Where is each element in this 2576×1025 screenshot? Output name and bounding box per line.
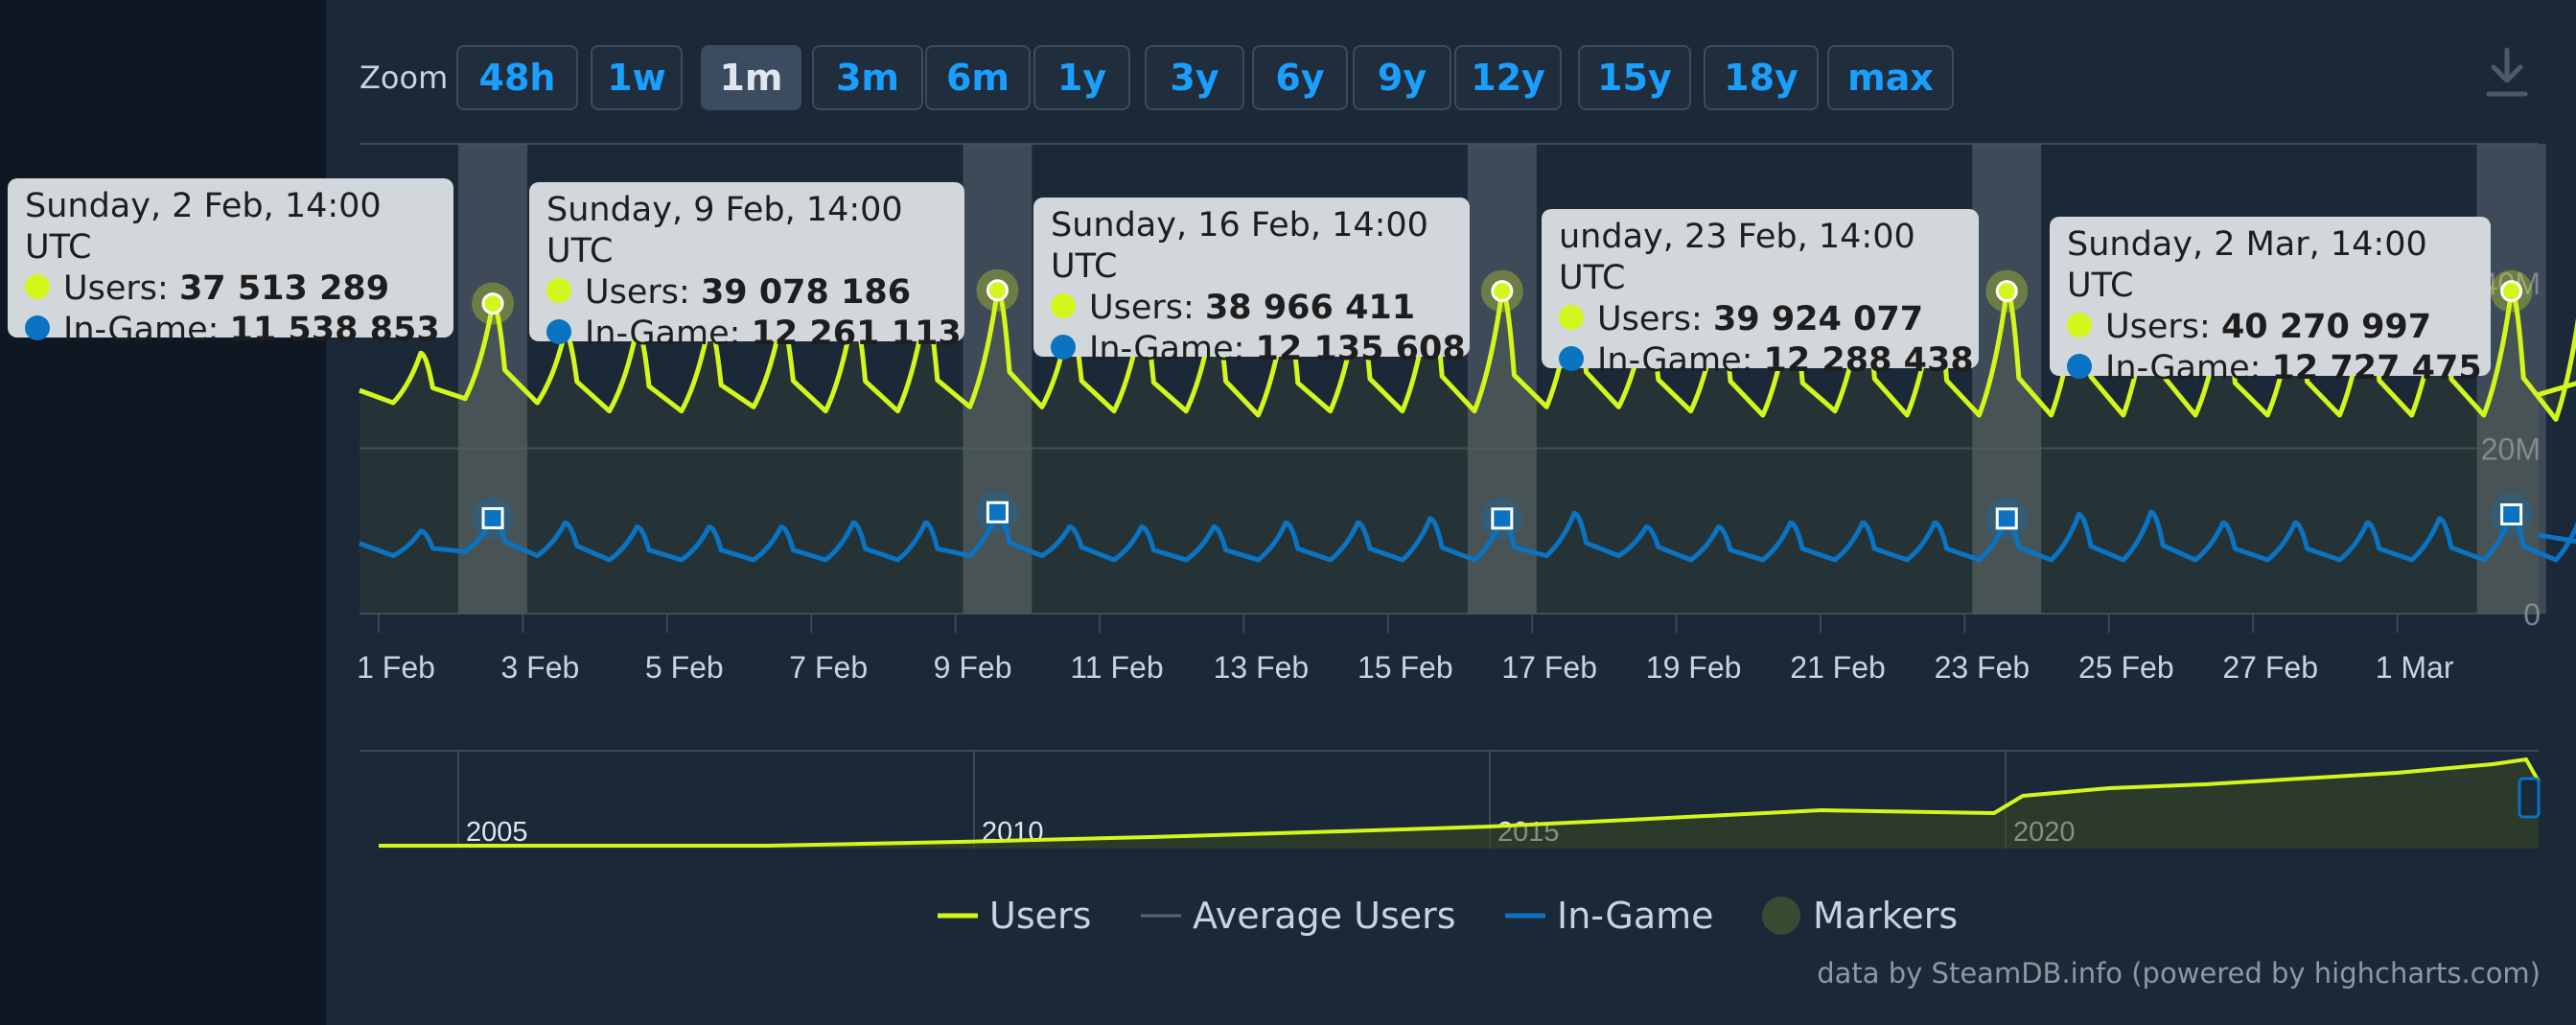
tooltip-in-game-row: In-Game: 12 288 438 — [1559, 340, 1979, 382]
legend-markers[interactable]: Markers — [1761, 892, 1958, 940]
zoom-button-48h[interactable]: 48h — [456, 45, 578, 110]
tooltip-users-row: Users: 40 270 997 — [2067, 307, 2491, 348]
legend-markers-label: Markers — [1813, 895, 1959, 937]
zoom-button-9y[interactable]: 9y — [1353, 45, 1451, 110]
legend-average-symbol — [1141, 914, 1181, 918]
tooltip-users-row: Users: 38 966 411 — [1051, 288, 1470, 329]
tooltip-2: Sunday, 9 Feb, 14:00 UTC Users: 39 078 18… — [529, 182, 964, 353]
tooltip-title: Sunday, 2 Mar, 14:00 UTC — [2067, 225, 2427, 305]
zoom-button-15y[interactable]: 15y — [1578, 45, 1691, 110]
tooltip-title: Sunday, 2 Feb, 14:00 UTC — [25, 187, 382, 267]
tooltip-3: Sunday, 16 Feb, 14:00 UTC Users: 38 966 4… — [1033, 198, 1470, 368]
tooltip-5: Sunday, 2 Mar, 14:00 UTC Users: 40 270 99… — [2050, 217, 2491, 387]
zoom-button-12y[interactable]: 12y — [1454, 45, 1562, 110]
tooltip-in-game-row: In-Game: 12 727 475 — [2067, 348, 2491, 389]
zoom-button-3y[interactable]: 3y — [1145, 45, 1244, 110]
zoom-button-1w[interactable]: 1w — [591, 45, 683, 110]
tooltip-in-game-row: In-Game: 12 261 113 — [546, 314, 964, 355]
legend-in-game-symbol — [1505, 913, 1545, 919]
left-sidebar — [0, 0, 326, 1025]
chart-panel — [326, 0, 2576, 1025]
legend-users-symbol — [938, 913, 978, 919]
legend-users[interactable]: Users — [938, 892, 1091, 940]
legend-users-label: Users — [989, 895, 1092, 937]
tooltip-title: Sunday, 9 Feb, 14:00 UTC — [546, 191, 903, 270]
zoom-button-3m[interactable]: 3m — [812, 45, 923, 110]
tooltip-in-game-row: In-Game: 11 538 853 — [25, 310, 453, 351]
tooltip-users-row: Users: 39 924 077 — [1559, 299, 1979, 340]
tooltip-users-row: Users: 37 513 289 — [25, 268, 453, 310]
tooltip-users-row: Users: 39 078 186 — [546, 272, 964, 314]
legend-average-label: Average Users — [1193, 895, 1456, 937]
download-icon[interactable] — [2483, 46, 2531, 100]
tooltip-1: Sunday, 2 Feb, 14:00 UTC Users: 37 513 28… — [8, 178, 453, 349]
tooltip-title: Sunday, 16 Feb, 14:00 UTC — [1051, 206, 1428, 286]
legend-average-users[interactable]: Average Users — [1141, 892, 1456, 940]
tooltip-title: unday, 23 Feb, 14:00 UTC — [1559, 218, 1915, 297]
zoom-button-18y[interactable]: 18y — [1704, 45, 1819, 110]
zoom-button-6m[interactable]: 6m — [925, 45, 1031, 110]
legend-in-game-label: In-Game — [1557, 895, 1714, 937]
zoom-label: Zoom — [360, 59, 449, 96]
tooltip-in-game-row: In-Game: 12 135 608 — [1051, 329, 1470, 370]
zoom-button-1y[interactable]: 1y — [1033, 45, 1130, 110]
tooltip-4: unday, 23 Feb, 14:00 UTC Users: 39 924 07… — [1542, 209, 1979, 380]
legend-markers-symbol — [1762, 897, 1800, 935]
legend-in-game[interactable]: In-Game — [1505, 892, 1714, 940]
zoom-button-max[interactable]: max — [1827, 45, 1954, 110]
zoom-button-1m[interactable]: 1m — [701, 45, 801, 110]
credits[interactable]: data by SteamDB.info (powered by highcha… — [1817, 957, 2541, 990]
zoom-button-6y[interactable]: 6y — [1252, 45, 1348, 110]
